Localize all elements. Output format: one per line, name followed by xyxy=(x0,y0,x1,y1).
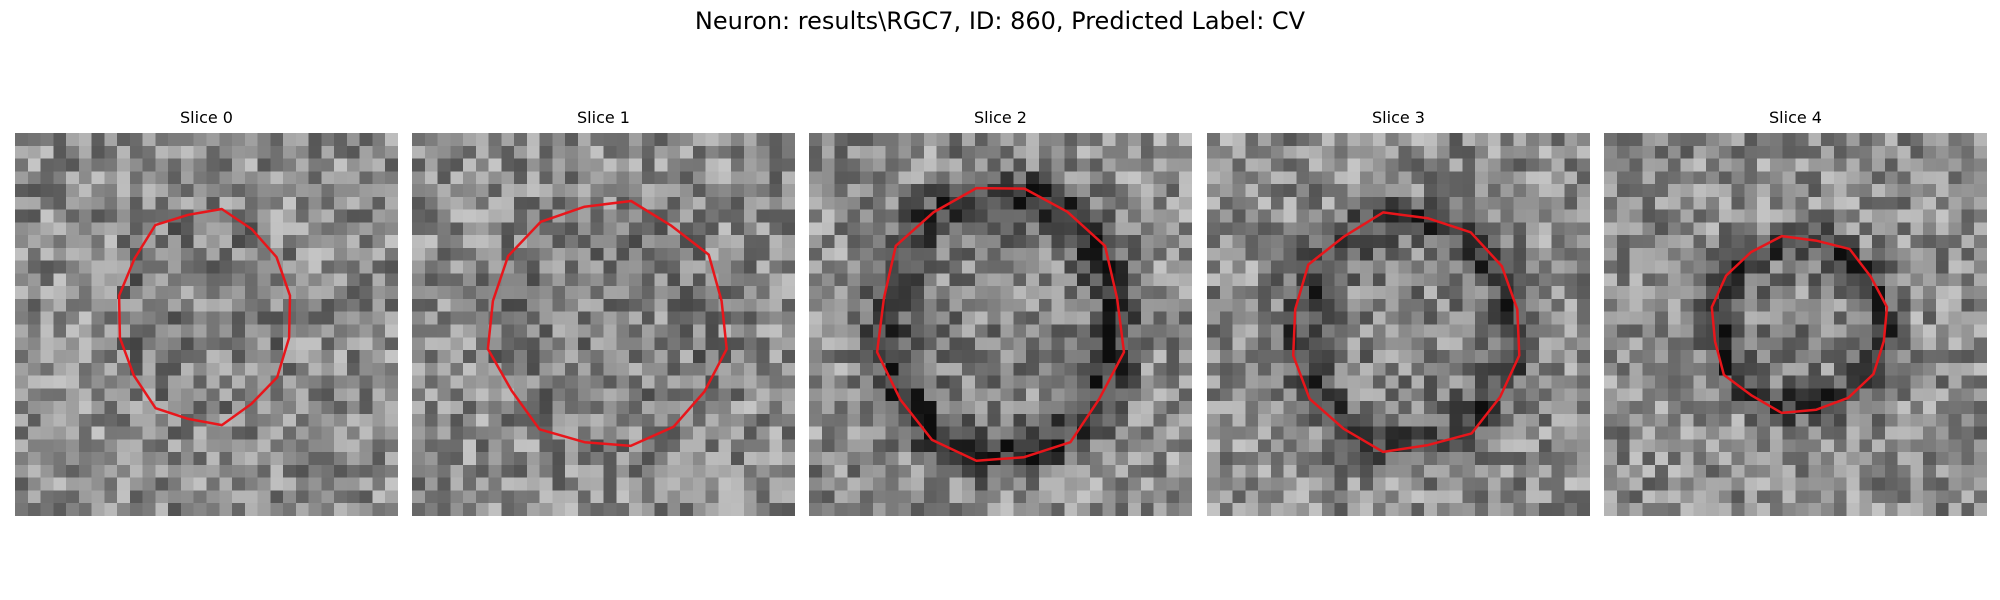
slice-image xyxy=(1604,133,1987,516)
slice-title: Slice 4 xyxy=(1769,108,1822,127)
slice-title: Slice 3 xyxy=(1372,108,1425,127)
slice-panel-3: Slice 3 xyxy=(1207,108,1590,516)
slice-image xyxy=(15,133,398,516)
slice-title: Slice 0 xyxy=(180,108,233,127)
slice-image xyxy=(809,133,1192,516)
slice-image xyxy=(412,133,795,516)
figure-title: Neuron: results\RGC7, ID: 860, Predicted… xyxy=(694,7,1306,35)
slice-title: Slice 1 xyxy=(577,108,630,127)
slice-panel-4: Slice 4 xyxy=(1604,108,1987,516)
slice-panel-2: Slice 2 xyxy=(809,108,1192,516)
slice-panel-0: Slice 0 xyxy=(15,108,398,516)
slice-title: Slice 2 xyxy=(974,108,1027,127)
slice-image xyxy=(1207,133,1590,516)
slice-panel-1: Slice 1 xyxy=(412,108,795,516)
